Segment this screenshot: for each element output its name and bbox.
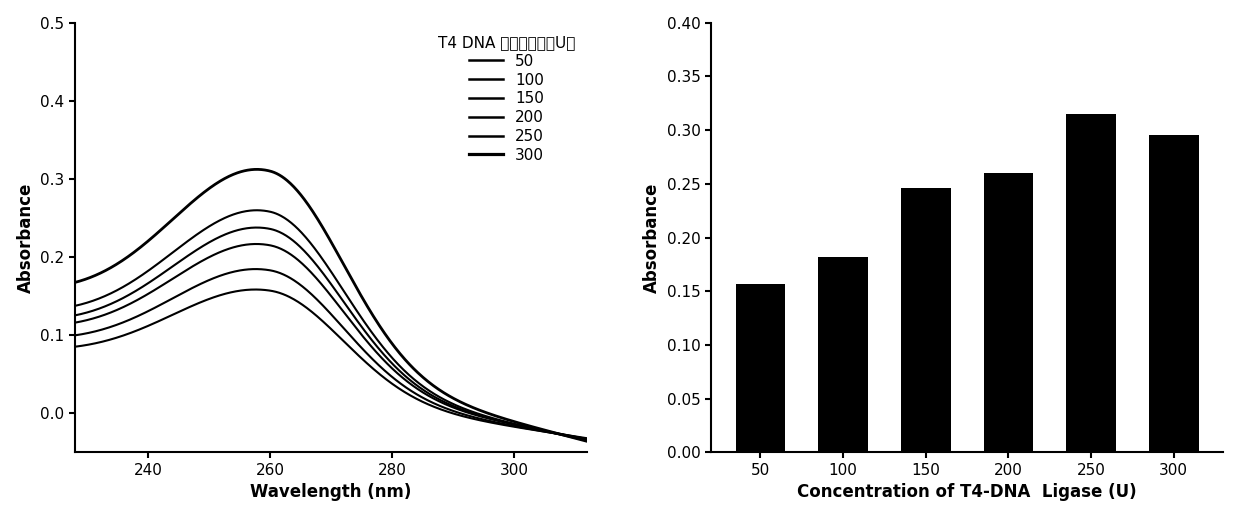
Bar: [1066, 114, 1116, 452]
Y-axis label: Absorbance: Absorbance: [16, 182, 35, 293]
Legend: 50, 100, 150, 200, 250, 300: 50, 100, 150, 200, 250, 300: [433, 31, 580, 167]
X-axis label: Concentration of T4-DNA  Ligase (U): Concentration of T4-DNA Ligase (U): [797, 483, 1137, 501]
Bar: [983, 173, 1033, 452]
Bar: [901, 188, 951, 452]
Bar: [1149, 136, 1199, 452]
Y-axis label: Absorbance: Absorbance: [644, 182, 661, 293]
Bar: [818, 257, 868, 452]
X-axis label: Wavelength (nm): Wavelength (nm): [250, 483, 412, 501]
Bar: [735, 284, 785, 452]
